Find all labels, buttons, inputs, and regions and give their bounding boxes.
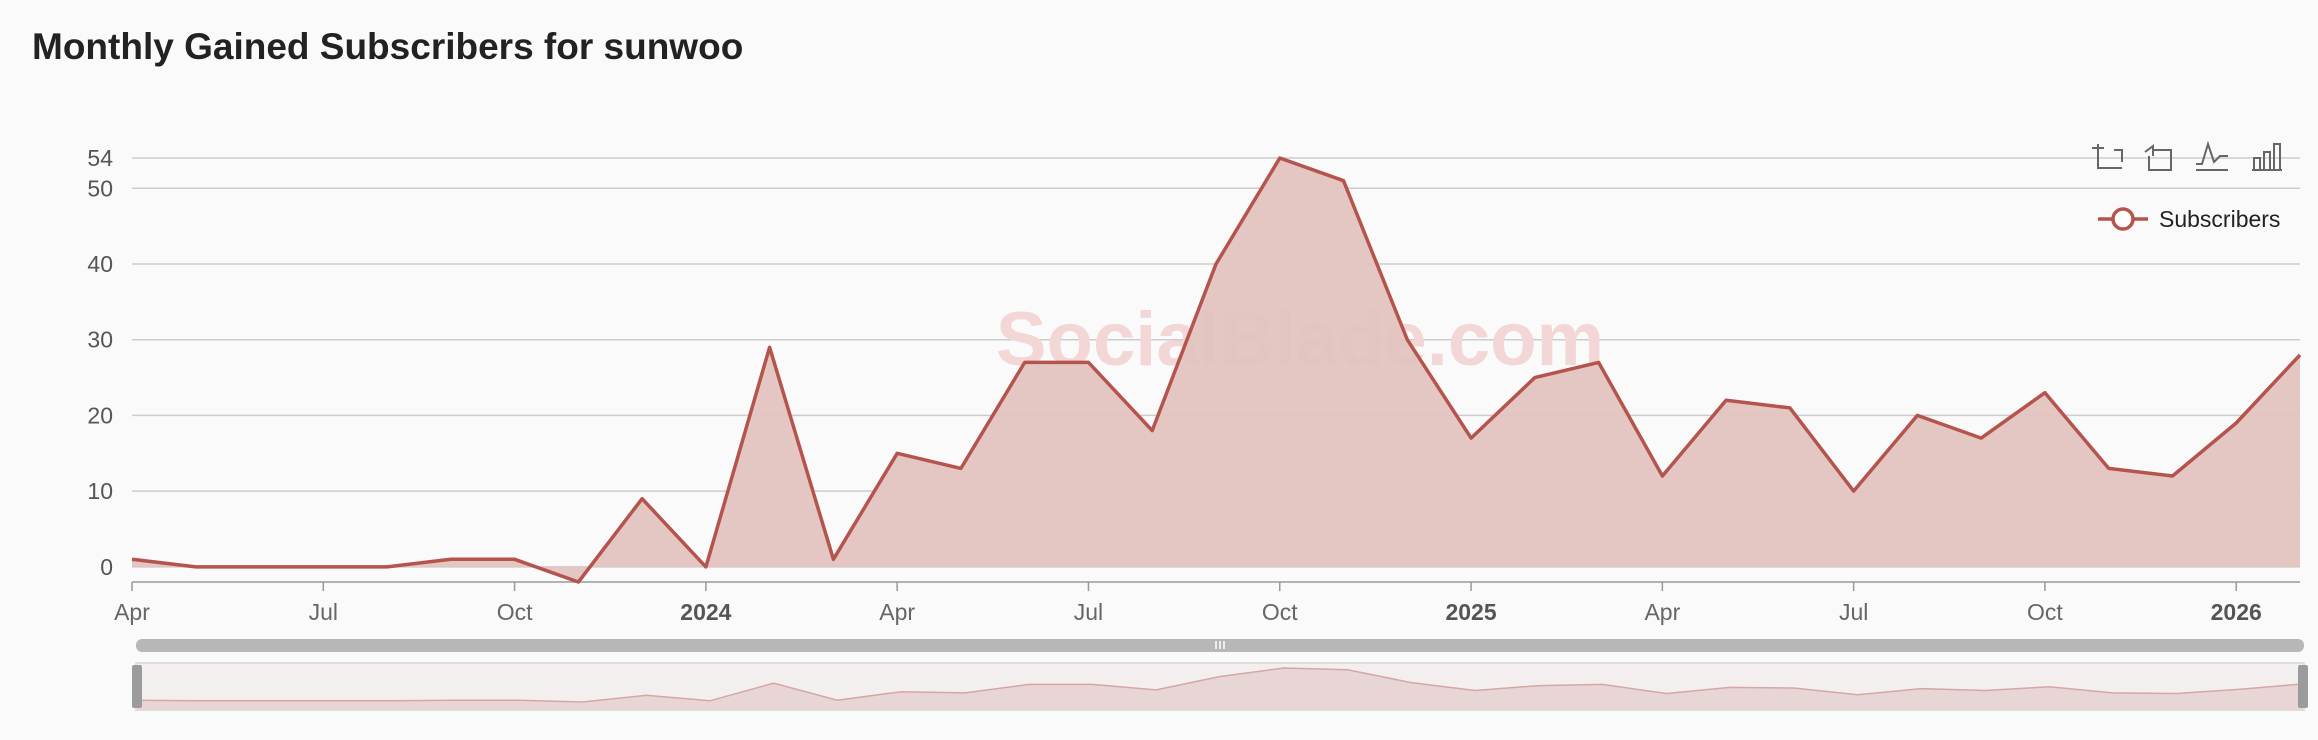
data-point[interactable] bbox=[700, 561, 712, 573]
data-point[interactable] bbox=[1082, 356, 1094, 368]
x-tick-label: 2026 bbox=[2211, 599, 2262, 625]
data-point[interactable] bbox=[126, 553, 138, 565]
data-point[interactable] bbox=[2039, 387, 2051, 399]
data-point[interactable] bbox=[636, 493, 648, 505]
legend-marker bbox=[2111, 207, 2135, 231]
x-tick-label: Apr bbox=[1644, 599, 1680, 625]
y-tick-label: 20 bbox=[87, 402, 113, 428]
toolbox bbox=[2092, 140, 2282, 171]
data-point[interactable] bbox=[1975, 432, 1987, 444]
data-point[interactable] bbox=[827, 553, 839, 565]
x-tick-label: Apr bbox=[879, 599, 915, 625]
x-tick-label: Jul bbox=[1839, 599, 1868, 625]
data-point[interactable] bbox=[1274, 152, 1286, 164]
data-point[interactable] bbox=[1210, 258, 1222, 270]
zoom-reset-icon[interactable] bbox=[2144, 144, 2172, 171]
data-point[interactable] bbox=[1784, 402, 1796, 414]
data-point[interactable] bbox=[509, 553, 521, 565]
data-point[interactable] bbox=[2166, 470, 2178, 482]
y-tick-label: 30 bbox=[87, 327, 113, 353]
area-fill bbox=[132, 158, 2300, 582]
x-tick-label: Jul bbox=[1074, 599, 1103, 625]
x-axis: Apr Jul Oct 2024 Apr Jul Oct 2025 Apr Jul Oct 2026 bbox=[114, 582, 2262, 625]
data-point[interactable] bbox=[254, 561, 266, 573]
data-point[interactable] bbox=[1656, 470, 1668, 482]
y-tick-label: 40 bbox=[87, 251, 113, 277]
zoom-icon[interactable] bbox=[2092, 144, 2123, 169]
data-point[interactable] bbox=[2230, 417, 2242, 429]
data-point[interactable] bbox=[445, 553, 457, 565]
x-tick-label: Oct bbox=[1262, 599, 1298, 625]
x-tick-label: Oct bbox=[497, 599, 533, 625]
y-tick-label: 0 bbox=[100, 554, 113, 580]
data-point[interactable] bbox=[2103, 462, 2115, 474]
data-point[interactable] bbox=[1720, 394, 1732, 406]
data-point[interactable] bbox=[381, 561, 393, 573]
data-point[interactable] bbox=[1593, 356, 1605, 368]
data-point[interactable] bbox=[764, 341, 776, 353]
y-tick-label: 54 bbox=[87, 145, 113, 171]
data-point[interactable] bbox=[1401, 334, 1413, 346]
data-point[interactable] bbox=[1848, 485, 1860, 497]
data-point[interactable] bbox=[1338, 175, 1350, 187]
series-subscribers[interactable] bbox=[126, 152, 2306, 588]
slider-handle-left[interactable] bbox=[132, 665, 142, 708]
data-point[interactable] bbox=[1465, 432, 1477, 444]
data-point[interactable] bbox=[572, 576, 584, 588]
legend[interactable]: Subscribers bbox=[2098, 206, 2280, 232]
data-point[interactable] bbox=[1529, 372, 1541, 384]
zoom-slider[interactable] bbox=[132, 639, 2308, 711]
bar-chart-icon[interactable] bbox=[2252, 143, 2282, 171]
slider-preview-area bbox=[136, 668, 2304, 710]
y-tick-label: 10 bbox=[87, 478, 113, 504]
legend-label[interactable]: Subscribers bbox=[2159, 206, 2280, 232]
data-point[interactable] bbox=[190, 561, 202, 573]
x-tick-label: Jul bbox=[309, 599, 338, 625]
slider-handle-right[interactable] bbox=[2298, 665, 2308, 708]
x-tick-label: 2025 bbox=[1445, 599, 1496, 625]
y-axis: 0 10 20 30 40 50 54 bbox=[87, 145, 113, 580]
data-point[interactable] bbox=[891, 447, 903, 459]
data-point[interactable] bbox=[317, 561, 329, 573]
data-point[interactable] bbox=[1019, 356, 1031, 368]
y-tick-label: 50 bbox=[87, 175, 113, 201]
x-tick-label: 2024 bbox=[680, 599, 731, 625]
line-chart-icon[interactable] bbox=[2196, 140, 2228, 171]
data-point[interactable] bbox=[1911, 409, 1923, 421]
chart-title: Monthly Gained Subscribers for sunwoo bbox=[32, 26, 744, 67]
data-point[interactable] bbox=[955, 462, 967, 474]
slider-preview-line bbox=[135, 667, 2305, 703]
x-tick-label: Apr bbox=[114, 599, 150, 625]
series-line[interactable] bbox=[131, 156, 2302, 584]
data-point[interactable] bbox=[1146, 425, 1158, 437]
data-point[interactable] bbox=[2294, 349, 2306, 361]
x-tick-label: Oct bbox=[2027, 599, 2063, 625]
